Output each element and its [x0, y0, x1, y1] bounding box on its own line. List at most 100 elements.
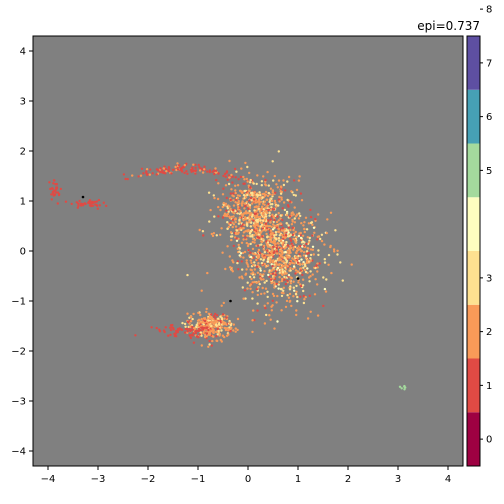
scatter-point: [322, 305, 324, 307]
scatter-point: [172, 169, 174, 171]
scatter-point: [65, 201, 67, 203]
scatter-point: [282, 236, 284, 238]
scatter-point: [246, 263, 248, 265]
scatter-point: [202, 234, 204, 236]
scatter-point: [287, 229, 289, 231]
scatter-point: [266, 199, 268, 201]
scatter-point: [226, 197, 228, 199]
scatter-point: [272, 189, 274, 191]
y-tick-label: −4: [11, 447, 26, 458]
scatter-point: [187, 321, 189, 323]
scatter-point: [233, 245, 235, 247]
scatter-point: [164, 331, 166, 333]
colorbar-segment: [467, 305, 480, 359]
scatter-point: [323, 243, 325, 245]
scatter-point: [259, 232, 261, 234]
scatter-point: [184, 323, 186, 325]
scatter-point: [201, 344, 203, 346]
scatter-point: [229, 255, 231, 257]
scatter-point: [264, 281, 266, 283]
scatter-point: [264, 256, 266, 258]
scatter-point: [207, 323, 209, 325]
scatter-point: [146, 174, 148, 176]
scatter-point: [258, 266, 260, 268]
scatter-point: [309, 237, 311, 239]
scatter-point: [303, 221, 305, 223]
scatter-point: [245, 273, 247, 275]
scatter-point: [265, 229, 267, 231]
scatter-point: [206, 170, 208, 172]
scatter-point: [314, 293, 316, 295]
scatter-point: [242, 256, 244, 258]
scatter-point: [251, 192, 253, 194]
scatter-point: [221, 326, 223, 328]
scatter-point: [232, 261, 234, 263]
scatter-point: [255, 217, 257, 219]
scatter-point: [268, 314, 270, 316]
scatter-point: [276, 215, 278, 217]
scatter-point: [195, 326, 197, 328]
scatter-point: [214, 167, 216, 169]
scatter-point: [213, 173, 215, 175]
scatter-point: [79, 203, 81, 205]
scatter-point: [208, 313, 210, 315]
scatter-point: [215, 340, 217, 342]
scatter-point: [209, 169, 211, 171]
scatter-point: [267, 203, 269, 205]
scatter-point: [324, 261, 326, 263]
scatter-point: [250, 230, 252, 232]
scatter-point: [262, 212, 264, 214]
scatter-point: [265, 213, 267, 215]
scatter-point: [207, 317, 209, 319]
scatter-point: [259, 216, 261, 218]
scatter-point: [288, 297, 290, 299]
scatter-point: [199, 321, 201, 323]
scatter-point: [254, 191, 256, 193]
scatter-point: [229, 222, 231, 224]
scatter-point: [187, 330, 189, 332]
scatter-point: [254, 213, 256, 215]
scatter-point: [237, 248, 239, 250]
colorbar-segment: [467, 251, 480, 305]
scatter-point: [270, 319, 272, 321]
scatter-point: [314, 278, 316, 280]
scatter-point: [268, 254, 270, 256]
scatter-point: [273, 327, 275, 329]
scatter-point: [312, 246, 314, 248]
scatter-point: [278, 219, 280, 221]
scatter-point: [322, 276, 324, 278]
x-tick-label: −1: [191, 474, 206, 485]
scatter-point: [77, 205, 79, 207]
scatter-point: [232, 209, 234, 211]
scatter-point: [297, 277, 300, 280]
scatter-point: [328, 254, 330, 256]
scatter-point: [247, 208, 249, 210]
scatter-point: [168, 166, 170, 168]
scatter-point: [282, 207, 284, 209]
scatter-point: [294, 239, 296, 241]
scatter-point: [264, 251, 266, 253]
scatter-point: [251, 202, 253, 204]
scatter-point: [263, 245, 265, 247]
scatter-point: [161, 169, 163, 171]
scatter-point: [225, 176, 227, 178]
colorbar-tick-label: 2: [486, 327, 492, 338]
scatter-point: [339, 261, 341, 263]
scatter-point: [230, 174, 232, 176]
scatter-point: [235, 171, 237, 173]
scatter-point: [293, 287, 295, 289]
scatter-point: [149, 174, 151, 176]
scatter-point: [211, 344, 213, 346]
scatter-point: [281, 274, 283, 276]
scatter-point: [305, 296, 307, 298]
scatter-point: [299, 296, 301, 298]
scatter-point: [257, 194, 259, 196]
scatter-point: [251, 291, 253, 293]
scatter-point: [284, 247, 286, 249]
scatter-point: [265, 223, 267, 225]
x-tick-label: 0: [245, 474, 251, 485]
scatter-point: [268, 212, 270, 214]
scatter-point: [264, 307, 266, 309]
scatter-point: [202, 230, 204, 232]
scatter-point: [201, 290, 203, 292]
